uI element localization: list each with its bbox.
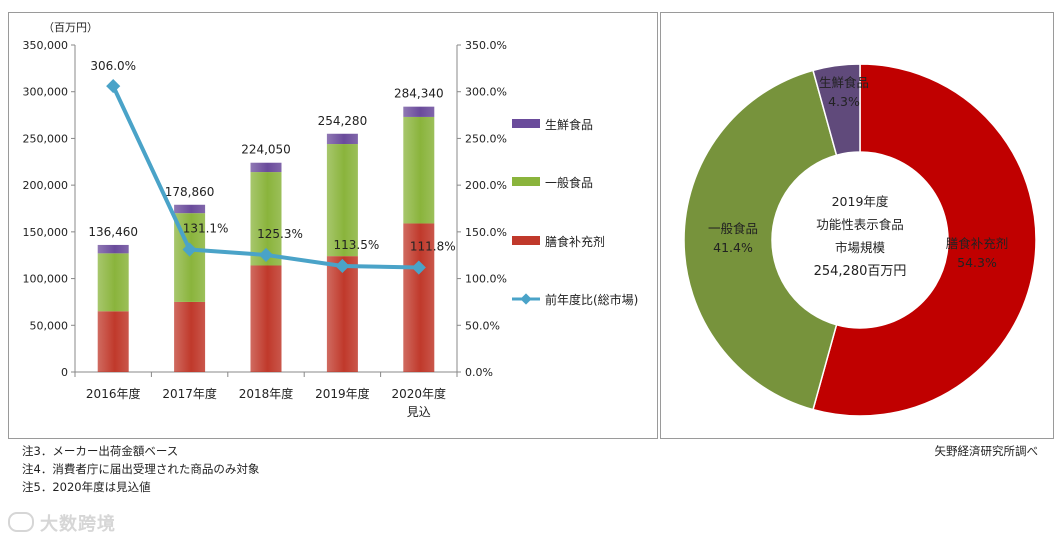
x-tick-label: 2018年度 [239, 386, 294, 401]
growth-line-marker [335, 258, 350, 274]
bar-segment [174, 204, 206, 214]
y-tick-label: 50,000 [30, 319, 69, 332]
bar-total-label: 284,340 [394, 87, 444, 101]
bar-segment [97, 311, 129, 372]
slice-percent: 4.3% [828, 94, 860, 109]
y2-tick-label: 200.0% [465, 179, 507, 192]
legend-swatch [512, 236, 540, 245]
y-tick-label: 200,000 [23, 179, 69, 192]
legend-label: 膳食补充剂 [545, 234, 605, 249]
y2-tick-label: 250.0% [465, 132, 507, 145]
y2-tick-label: 150.0% [465, 226, 507, 239]
combo-chart-panel: （百万円） 0 50,000 100,000 150,000 200,000 250,000… [8, 12, 658, 439]
bar-total-label: 136,460 [88, 225, 138, 239]
slice-label: 膳食补充剂 [946, 236, 1009, 251]
donut-slice [683, 69, 838, 411]
bar-total-label: 224,050 [241, 143, 291, 157]
bar-segment [403, 106, 435, 117]
growth-value-label: 111.8% [410, 240, 456, 254]
bar-segment [326, 144, 358, 257]
bar-segment [250, 265, 282, 372]
donut-chart-panel: 膳食补充剂 54.3% 一般食品 41.4% 生鮮食品 4.3% 2019年度 功能性表示食品… [660, 12, 1054, 439]
growth-line-marker [411, 260, 426, 275]
stacked-bar-line-chart: （百万円） 0 50,000 100,000 150,000 200,000 250,000… [23, 21, 639, 419]
legend-label: 前年度比(総市場) [545, 292, 638, 307]
y-tick-label: 300,000 [23, 86, 69, 99]
donut-center-text: 市場規模 [835, 240, 886, 255]
y-tick-label: 250,000 [23, 132, 69, 145]
x-tick-sublabel: 見込 [407, 405, 431, 419]
y-tick-label: 100,000 [23, 273, 69, 286]
donut-center-text: 254,280百万円 [814, 264, 907, 279]
y-tick-label: 350,000 [23, 39, 69, 52]
donut-center-text: 2019年度 [832, 194, 889, 209]
legend-swatch [512, 119, 540, 128]
bar-segment [403, 223, 435, 372]
x-tick-label: 2016年度 [86, 386, 141, 401]
x-tick-label: 2017年度 [162, 386, 217, 401]
note-3: 注3．メーカー出荷金額ベース [22, 444, 179, 458]
bar-total-label: 254,280 [318, 114, 368, 128]
y-tick-label: 0 [61, 366, 68, 379]
donut-chart: 膳食补充剂 54.3% 一般食品 41.4% 生鮮食品 4.3% 2019年度功能性表示食品… [683, 63, 1037, 417]
watermark-text: 大数跨境 [40, 514, 116, 535]
bar-segment [326, 133, 358, 145]
bar-segment [97, 253, 129, 312]
donut-center-text: 功能性表示食品 [816, 217, 904, 232]
note-4: 注4．消費者庁に届出受理された商品のみ対象 [22, 462, 260, 476]
slice-label: 生鮮食品 [819, 75, 869, 90]
slice-percent: 41.4% [713, 240, 753, 255]
source-credit: 矢野経済研究所調べ [934, 444, 1039, 458]
bar-segment [403, 116, 435, 224]
bar-segment [97, 244, 129, 254]
y2-tick-label: 100.0% [465, 273, 507, 286]
donut-slice [812, 63, 1037, 417]
legend-label: 一般食品 [545, 175, 593, 190]
watermark-logo-icon [8, 512, 34, 532]
growth-line-marker [182, 242, 197, 257]
y2-tick-label: 350.0% [465, 39, 507, 52]
x-tick-label: 2019年度 [315, 386, 370, 401]
slice-label: 一般食品 [708, 221, 758, 236]
bar-segment [174, 301, 206, 372]
legend-swatch [512, 177, 540, 186]
growth-value-label: 306.0% [90, 59, 136, 73]
y2-tick-label: 300.0% [465, 86, 507, 99]
slice-percent: 54.3% [957, 255, 997, 270]
legend-label: 生鮮食品 [545, 117, 593, 132]
growth-value-label: 113.5% [334, 238, 380, 252]
x-tick-label: 2020年度 [392, 386, 447, 401]
growth-line-marker [106, 79, 121, 94]
donut-slice [812, 63, 861, 157]
unit-label: （百万円） [43, 21, 98, 34]
y2-tick-label: 50.0% [465, 319, 500, 332]
growth-line-marker [258, 247, 274, 263]
watermark: 大数跨境 [8, 510, 116, 536]
legend-line-marker [520, 293, 532, 305]
note-5: 注5．2020年度は見込値 [22, 480, 151, 494]
y-tick-label: 150,000 [23, 226, 69, 239]
growth-value-label: 131.1% [183, 222, 229, 236]
bar-total-label: 178,860 [165, 185, 215, 199]
bar-segment [250, 162, 282, 173]
bar-segment [326, 256, 358, 372]
y2-tick-label: 0.0% [465, 366, 493, 379]
growth-value-label: 125.3% [257, 227, 303, 241]
